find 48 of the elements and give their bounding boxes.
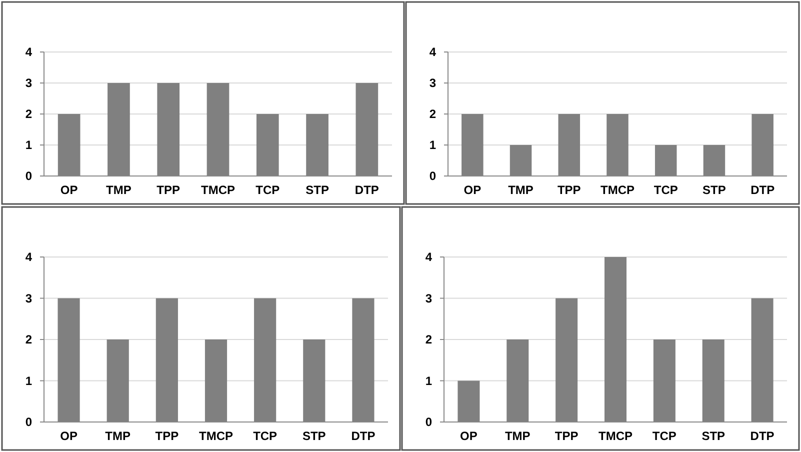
x-tick-label: STP — [702, 183, 726, 197]
y-tick-label: 2 — [25, 107, 32, 122]
x-tick-label: TPP — [554, 429, 578, 443]
y-tick-label: 0 — [429, 169, 436, 184]
x-tick-label: DTP — [750, 429, 774, 443]
x-tick-label: TMCP — [201, 183, 235, 197]
y-tick-label: 0 — [25, 415, 32, 430]
y-tick-label: 0 — [25, 169, 32, 184]
y-tick-label: 1 — [425, 374, 432, 388]
x-tick-label: TCP — [654, 183, 678, 197]
x-tick-label: TMP — [106, 183, 132, 197]
x-tick-label: TMCP — [600, 183, 634, 197]
x-tick-label: TMP — [105, 429, 131, 443]
y-tick-label: 3 — [25, 76, 32, 90]
x-tick-label: TMCP — [598, 429, 632, 443]
x-tick-label: TPP — [156, 183, 180, 197]
y-tick-label: 4 — [429, 45, 436, 60]
x-tick-label: TPP — [557, 183, 581, 197]
x-tick-label: OP — [60, 429, 78, 443]
x-tick-label: OP — [464, 183, 482, 197]
y-tick-label: 3 — [425, 291, 432, 306]
y-tick-label: 4 — [425, 250, 432, 264]
x-tick-label: TCP — [256, 183, 280, 197]
y-tick-label: 2 — [429, 107, 436, 122]
x-tick-label: STP — [306, 183, 329, 197]
x-tick-label: DTP — [750, 183, 775, 197]
y-tick-label: 1 — [25, 138, 32, 152]
x-tick-label: TMCP — [199, 429, 233, 443]
x-tick-label: STP — [302, 429, 326, 443]
y-tick-label: 2 — [425, 332, 432, 347]
x-tick-label: STP — [702, 429, 726, 443]
x-tick-label: OP — [460, 429, 478, 443]
x-tick-label: DTP — [351, 429, 376, 443]
y-tick-label: 2 — [25, 332, 32, 347]
x-tick-label: TMP — [508, 183, 534, 197]
y-tick-label: 3 — [25, 291, 32, 306]
y-tick-label: 4 — [25, 45, 32, 60]
y-tick-label: 3 — [429, 76, 436, 90]
y-tick-label: 4 — [25, 250, 32, 264]
y-tick-label: 1 — [429, 138, 436, 152]
x-tick-label: TCP — [652, 429, 676, 443]
x-tick-label: TPP — [155, 429, 179, 443]
x-tick-label: OP — [60, 183, 78, 197]
x-tick-label: DTP — [354, 183, 379, 197]
x-tick-label: TMP — [504, 429, 530, 443]
y-tick-label: 0 — [425, 415, 432, 430]
x-tick-label: TCP — [253, 429, 278, 443]
y-tick-label: 1 — [25, 374, 32, 388]
